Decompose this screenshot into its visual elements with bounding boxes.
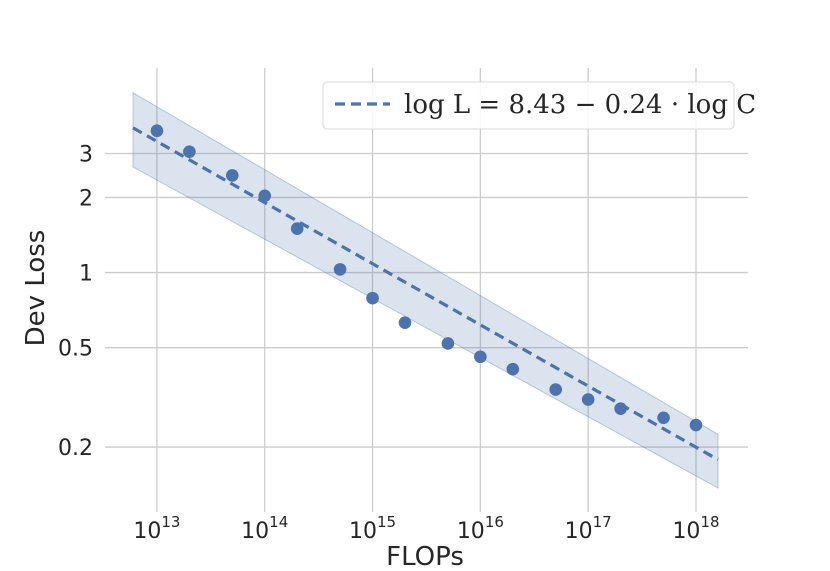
x-tick-label-0: 1013 [133, 513, 180, 544]
legend: log L = 8.43 − 0.24 · log C [322, 81, 756, 130]
x-tick-label-3: 1016 [457, 513, 504, 544]
fit-line [132, 126, 719, 462]
y-tick-label-0: 0.2 [58, 436, 93, 461]
grid [105, 68, 748, 512]
data-point-10 [506, 362, 520, 376]
fit-line-layer [132, 126, 719, 462]
x-tick-label-4: 1017 [565, 513, 612, 544]
data-point-12 [581, 393, 595, 406]
x-axis-label: FLOPs [386, 542, 464, 571]
data-point-15 [689, 418, 703, 432]
data-point-11 [549, 383, 563, 396]
data-points [150, 124, 703, 432]
legend-frame [322, 81, 735, 130]
data-point-1 [183, 145, 196, 158]
data-point-2 [225, 169, 239, 182]
data-point-7 [398, 316, 412, 329]
data-point-5 [333, 263, 347, 276]
data-point-0 [150, 124, 164, 138]
x-tick-label-2: 1015 [349, 513, 396, 544]
data-point-6 [366, 291, 379, 305]
data-point-4 [290, 222, 304, 235]
y-tick-label-2: 1 [79, 262, 93, 287]
data-point-3 [258, 189, 272, 203]
y-tick-label-1: 0.5 [58, 337, 93, 362]
data-point-8 [441, 337, 455, 350]
legend-fit-label: log L = 8.43 − 0.24 · log C [404, 90, 756, 120]
y-tick-labels: 0.2 0.5 1 2 3 [58, 142, 93, 461]
data-point-13 [614, 402, 627, 415]
confidence-band-layer [132, 91, 719, 489]
confidence-band [132, 91, 719, 489]
data-point-14 [657, 411, 670, 425]
x-tick-labels: 1013 1014 1015 1016 1017 1018 [133, 513, 719, 544]
y-axis-label: Dev Loss [21, 230, 51, 347]
x-tick-label-5: 1018 [672, 513, 719, 544]
data-point-9 [474, 350, 487, 364]
x-tick-label-1: 1014 [241, 513, 288, 544]
y-tick-label-4: 3 [79, 142, 93, 167]
y-tick-label-3: 2 [79, 186, 93, 211]
